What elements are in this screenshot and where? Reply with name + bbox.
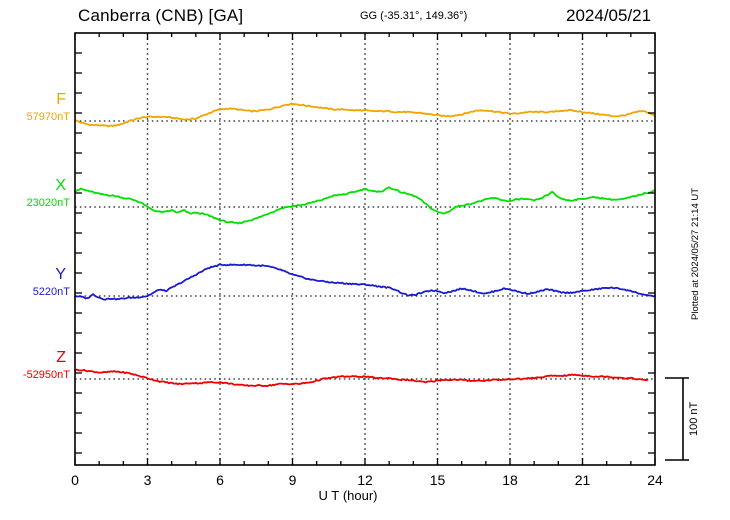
component-letter-y: Y [55, 266, 66, 283]
trace-x [74, 186, 656, 225]
x-axis-tick-labels: 0 3 6 9 12 15 18 21 24 [71, 472, 663, 488]
scale-bar [665, 377, 689, 461]
component-baseline-x: 23020nT [26, 197, 70, 209]
x-tick-label: 9 [289, 472, 297, 488]
x-tick-label: 6 [216, 472, 224, 488]
component-baseline-f: 57970nT [26, 111, 70, 123]
component-baseline-z: -52950nT [22, 369, 70, 381]
trace-y [74, 263, 656, 301]
trace-baselines [75, 120, 655, 380]
component-letter-f: F [56, 91, 66, 108]
geographic-coordinates: GG (-35.31°, 149.36°) [360, 10, 468, 22]
gridlines [146, 33, 584, 465]
x-axis-title: U T (hour) [0, 488, 730, 503]
trace-f [74, 102, 656, 128]
component-letter-z: Z [56, 349, 66, 366]
trace-lines [74, 102, 656, 388]
x-tick-label: 3 [144, 472, 152, 488]
station-title: Canberra (CNB) [GA] [78, 6, 244, 25]
x-tick-label: 0 [71, 472, 79, 488]
x-axis-ticks [74, 33, 656, 465]
plot-timestamp: Plotted at 2024/05/27 21:14 UT [690, 187, 701, 320]
observation-date: 2024/05/21 [566, 6, 652, 25]
component-baseline-y: 5220nT [32, 286, 70, 298]
x-tick-label: 15 [430, 472, 446, 488]
x-tick-label: 21 [575, 472, 591, 488]
y-axis-ticks [75, 52, 655, 454]
scale-bar-label: 100 nT [688, 401, 700, 436]
component-letter-x: X [55, 177, 66, 194]
x-tick-label: 12 [357, 472, 373, 488]
x-axis-title-left: U T [318, 488, 340, 503]
trace-z [74, 368, 649, 388]
x-tick-label: 18 [502, 472, 518, 488]
x-axis-title-right: (hour) [342, 488, 378, 503]
x-tick-label: 24 [647, 472, 663, 488]
